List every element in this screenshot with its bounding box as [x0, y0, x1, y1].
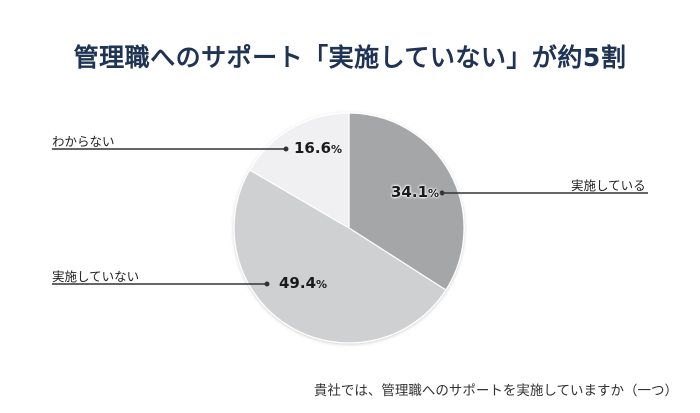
value-unknown: 16.6%: [294, 139, 343, 157]
chart-caption: 貴社では、管理職へのサポートを実施していますか（一つ）: [313, 383, 678, 399]
label-implemented: 実施している: [571, 178, 646, 193]
slice-not-implemented: [233, 169, 447, 344]
leader-dot-not-implemented: [264, 281, 270, 287]
label-not-implemented: 実施していない: [52, 269, 140, 284]
label-unknown: わからない: [52, 134, 115, 149]
slice-unknown: [248, 112, 350, 230]
value-not-implemented: 49.4%: [279, 274, 328, 292]
leader-dot-unknown: [283, 146, 289, 152]
leader-dot-implemented: [439, 190, 445, 196]
value-implemented: 34.1%: [391, 183, 440, 201]
chart-title: 管理職へのサポート「実施していない」が約5割: [73, 43, 627, 72]
